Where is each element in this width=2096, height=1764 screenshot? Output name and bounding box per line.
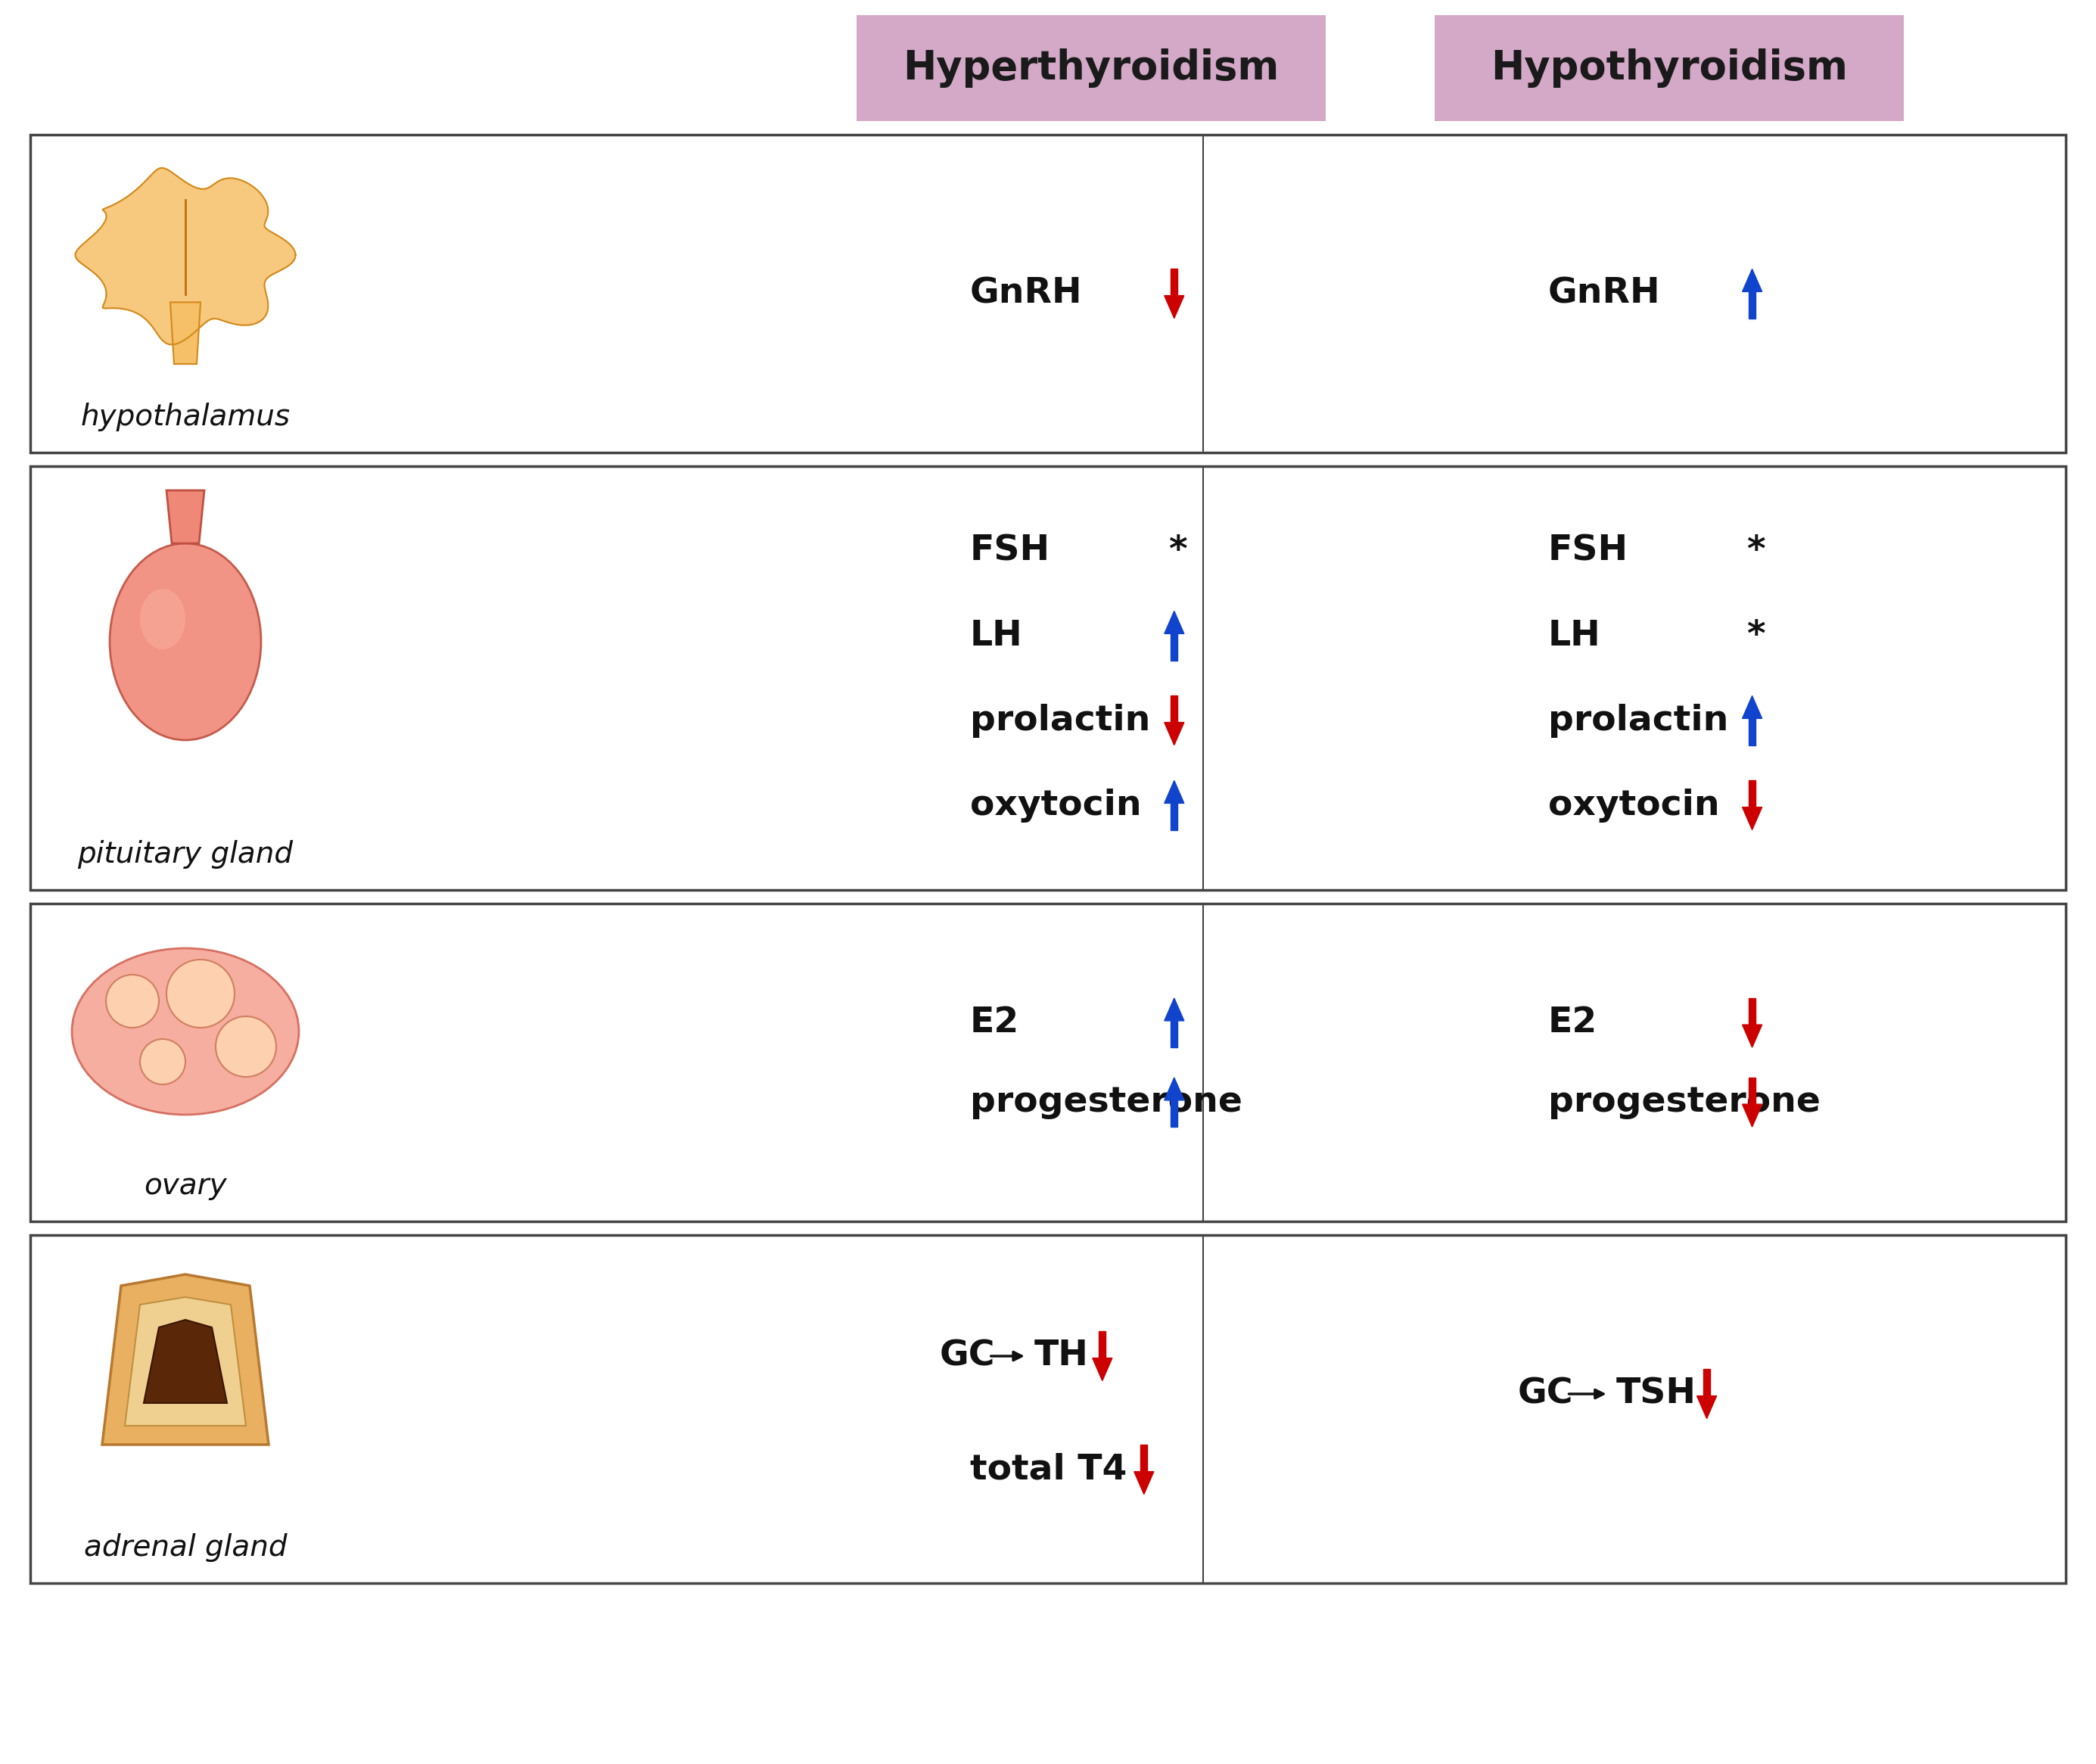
Polygon shape [1172,1101,1178,1127]
Text: ovary: ovary [145,1171,226,1200]
Text: E2: E2 [1547,1005,1597,1039]
Text: pituitary gland: pituitary gland [78,840,293,868]
Polygon shape [170,302,201,363]
Polygon shape [1165,296,1184,318]
Polygon shape [1165,610,1184,633]
Text: GC: GC [939,1339,996,1372]
Polygon shape [1165,1078,1184,1101]
Text: hypothalamus: hypothalamus [80,402,289,432]
FancyBboxPatch shape [29,1235,2067,1582]
Ellipse shape [109,543,262,741]
Polygon shape [1748,1078,1756,1104]
Text: prolactin: prolactin [1547,704,1729,737]
Text: total T4: total T4 [970,1452,1128,1487]
Polygon shape [1742,1025,1763,1048]
Polygon shape [1172,803,1178,829]
Polygon shape [1098,1332,1107,1358]
Text: Hyperthyroidism: Hyperthyroidism [903,48,1279,88]
Text: LH: LH [1547,619,1601,653]
Polygon shape [1748,998,1756,1025]
Polygon shape [75,168,296,344]
Text: E2: E2 [970,1005,1019,1039]
Polygon shape [1165,780,1184,803]
Text: GnRH: GnRH [970,277,1082,310]
Text: *: * [1723,534,1765,568]
Polygon shape [1742,695,1763,718]
Polygon shape [1172,633,1178,660]
Polygon shape [1704,1369,1710,1395]
Ellipse shape [71,949,300,1115]
Polygon shape [166,490,203,543]
Polygon shape [1742,808,1763,829]
Text: FSH: FSH [1547,534,1629,568]
Text: GnRH: GnRH [1547,277,1660,310]
Polygon shape [1748,291,1756,318]
Polygon shape [103,1274,268,1445]
Polygon shape [1748,780,1756,808]
FancyBboxPatch shape [29,466,2067,891]
Text: progesterone: progesterone [970,1085,1243,1118]
Polygon shape [1742,1104,1763,1127]
Text: *: * [1144,534,1188,568]
Text: GC: GC [1518,1378,1574,1411]
Text: adrenal gland: adrenal gland [84,1533,287,1561]
FancyBboxPatch shape [29,134,2067,453]
Text: TSH: TSH [1616,1378,1696,1411]
Text: progesterone: progesterone [1547,1085,1819,1118]
Polygon shape [1165,998,1184,1021]
Text: prolactin: prolactin [970,704,1151,737]
Ellipse shape [216,1016,277,1076]
Text: oxytocin: oxytocin [1547,789,1719,822]
FancyBboxPatch shape [1434,16,1903,122]
Polygon shape [1172,268,1178,296]
Ellipse shape [107,975,159,1028]
Polygon shape [1140,1445,1147,1471]
Polygon shape [1172,1021,1178,1048]
Polygon shape [1092,1358,1113,1381]
Polygon shape [126,1297,245,1425]
Text: FSH: FSH [970,534,1050,568]
Polygon shape [1748,718,1756,744]
Text: TH: TH [1033,1339,1088,1372]
Text: *: * [1723,619,1765,653]
Text: LH: LH [970,619,1023,653]
Text: oxytocin: oxytocin [970,789,1142,822]
FancyBboxPatch shape [29,903,2067,1221]
Polygon shape [1165,723,1184,744]
Polygon shape [1698,1395,1717,1418]
Polygon shape [1742,268,1763,291]
Polygon shape [145,1319,226,1402]
Ellipse shape [166,960,235,1028]
FancyBboxPatch shape [857,16,1325,122]
Polygon shape [1172,695,1178,723]
Polygon shape [1134,1471,1153,1494]
Text: Hypothyroidism: Hypothyroidism [1490,48,1847,88]
Ellipse shape [140,1039,184,1085]
Ellipse shape [140,589,184,649]
